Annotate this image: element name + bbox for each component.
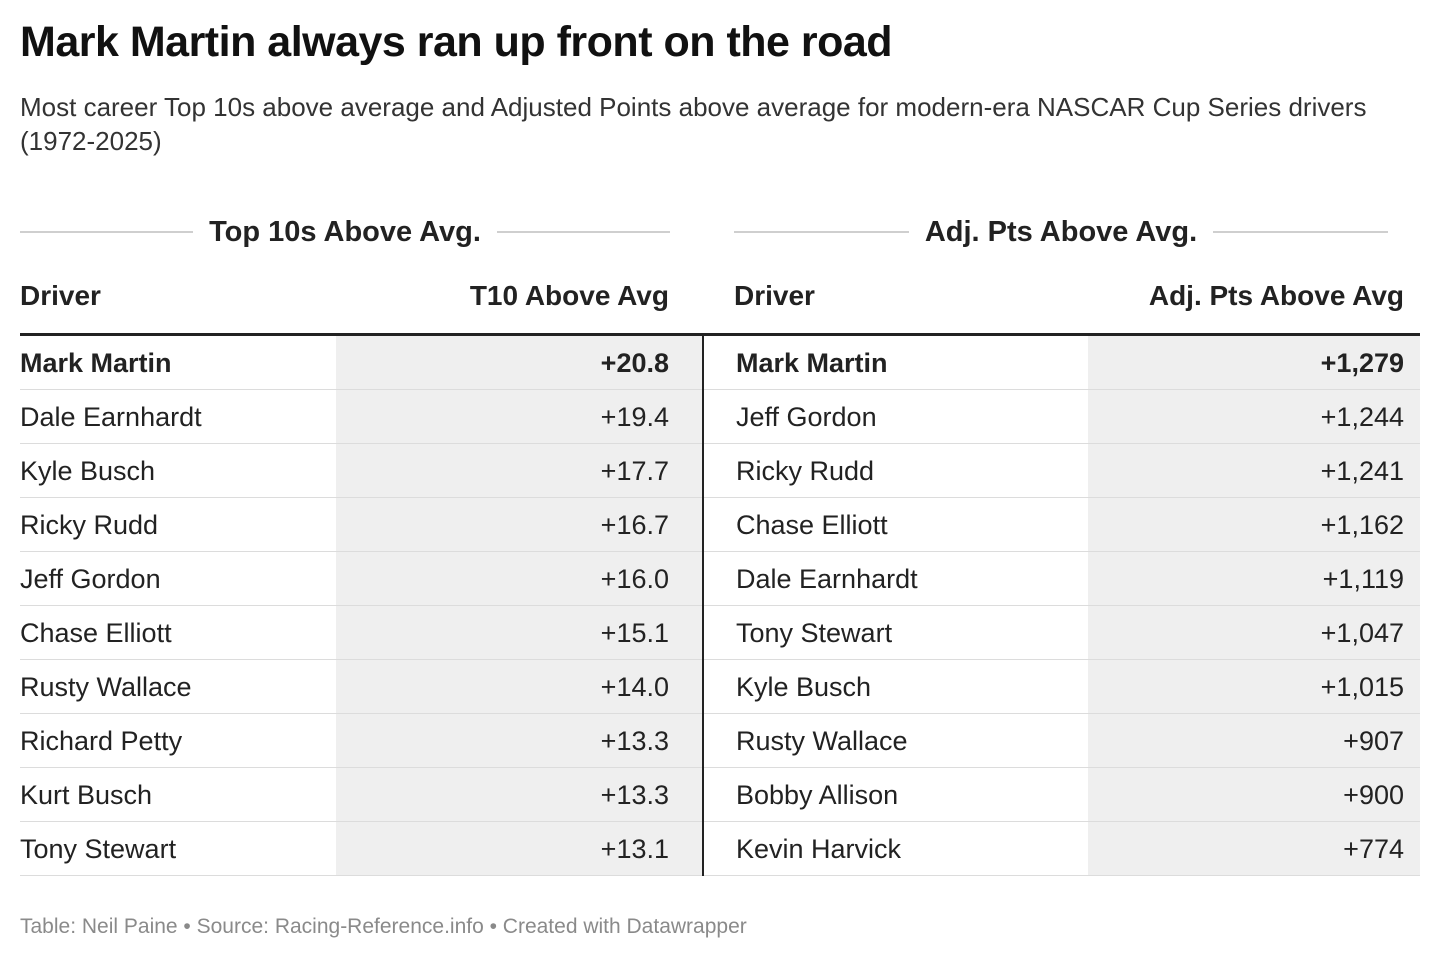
right-value-cell: +900 (1343, 780, 1404, 810)
right-driver-cell: Chase Elliott (736, 510, 888, 540)
table-row: Jeff Gordon +1,244 (704, 390, 1420, 444)
left-group-rule-left (20, 231, 194, 233)
right-driver-cell: Kevin Harvick (736, 834, 902, 864)
table-row: Ricky Rudd +16.7 (20, 498, 702, 552)
right-driver-header: Driver (734, 280, 815, 311)
left-value-cell: +17.7 (600, 456, 669, 486)
left-value-cell: +16.7 (600, 510, 669, 540)
left-value-cell: +13.3 (600, 726, 669, 756)
left-driver-header: Driver (20, 280, 101, 311)
left-driver-cell: Chase Elliott (20, 618, 172, 648)
table-row: Ricky Rudd +1,241 (704, 444, 1420, 498)
left-value-cell: +16.0 (600, 564, 669, 594)
table-row: Dale Earnhardt +1,119 (704, 552, 1420, 606)
right-driver-cell: Jeff Gordon (736, 402, 877, 432)
right-value-cell: +1,015 (1320, 672, 1404, 702)
left-value-cell: +13.1 (600, 834, 669, 864)
left-value-cell: +13.3 (600, 780, 669, 810)
left-driver-cell: Jeff Gordon (20, 564, 161, 594)
header-rule (20, 333, 1420, 336)
left-value-cell: +14.0 (600, 672, 669, 702)
right-driver-cell: Dale Earnhardt (736, 564, 918, 594)
left-value-header: T10 Above Avg (469, 280, 669, 311)
left-driver-cell: Richard Petty (20, 726, 183, 756)
table-row: Rusty Wallace +14.0 (20, 660, 702, 714)
right-value-cell: +1,241 (1320, 456, 1404, 486)
table-row: Mark Martin +20.8 (20, 336, 702, 390)
chart-subtitle: Most career Top 10s above average and Ad… (20, 92, 1367, 156)
left-driver-cell: Mark Martin (20, 348, 172, 378)
left-group-header: Top 10s Above Avg. (20, 212, 671, 252)
table-row: Kurt Busch +13.3 (20, 768, 702, 822)
left-driver-cell: Dale Earnhardt (20, 402, 202, 432)
left-driver-cell: Rusty Wallace (20, 672, 192, 702)
right-value-header: Adj. Pts Above Avg (1148, 280, 1404, 311)
table-row: Jeff Gordon +16.0 (20, 552, 702, 606)
left-driver-cell: Ricky Rudd (20, 510, 159, 540)
table-row: Mark Martin +1,279 (704, 336, 1420, 390)
left-driver-cell: Tony Stewart (20, 834, 177, 864)
right-driver-cell: Mark Martin (736, 348, 888, 378)
left-group-label: Top 10s Above Avg. (209, 215, 481, 248)
left-driver-cell: Kyle Busch (20, 456, 156, 486)
table-row: Kyle Busch +1,015 (704, 660, 1420, 714)
right-driver-cell: Tony Stewart (736, 618, 893, 648)
left-value-column-shade (336, 336, 702, 876)
table-row: Chase Elliott +1,162 (704, 498, 1420, 552)
right-group-rule-left (734, 231, 909, 233)
table-row: Richard Petty +13.3 (20, 714, 702, 768)
right-group-rule-right (1213, 231, 1389, 233)
table-row: Tony Stewart +1,047 (704, 606, 1420, 660)
chart-title: Mark Martin always ran up front on the r… (20, 18, 893, 66)
table-divider (702, 336, 704, 876)
right-value-cell: +1,244 (1320, 402, 1404, 432)
right-group-label: Adj. Pts Above Avg. (924, 215, 1198, 248)
right-driver-cell: Bobby Allison (736, 780, 899, 810)
left-value-cell: +20.8 (600, 348, 669, 378)
right-value-cell: +1,162 (1320, 510, 1404, 540)
right-group-header: Adj. Pts Above Avg. (734, 212, 1389, 252)
table-row: Kyle Busch +17.7 (20, 444, 702, 498)
right-driver-cell: Ricky Rudd (736, 456, 875, 486)
table-row: Chase Elliott +15.1 (20, 606, 702, 660)
right-driver-cell: Rusty Wallace (736, 726, 908, 756)
right-value-column-shade (1088, 336, 1420, 876)
table-row: Dale Earnhardt +19.4 (20, 390, 702, 444)
right-value-cell: +1,047 (1320, 618, 1404, 648)
right-value-cell: +1,279 (1320, 348, 1404, 378)
right-value-cell: +907 (1343, 726, 1404, 756)
left-value-cell: +19.4 (600, 402, 669, 432)
right-driver-cell: Kyle Busch (736, 672, 872, 702)
table-row: Kevin Harvick +774 (704, 822, 1420, 876)
left-group-rule-right (496, 231, 671, 233)
right-value-cell: +1,119 (1322, 564, 1404, 594)
left-value-cell: +15.1 (600, 618, 669, 648)
table-row: Bobby Allison +900 (704, 768, 1420, 822)
table-row: Tony Stewart +13.1 (20, 822, 702, 876)
left-driver-cell: Kurt Busch (20, 780, 153, 810)
footer-credit: Table: Neil Paine • Source: Racing-Refer… (20, 915, 747, 938)
right-value-cell: +774 (1343, 834, 1404, 864)
table-row: Rusty Wallace +907 (704, 714, 1420, 768)
